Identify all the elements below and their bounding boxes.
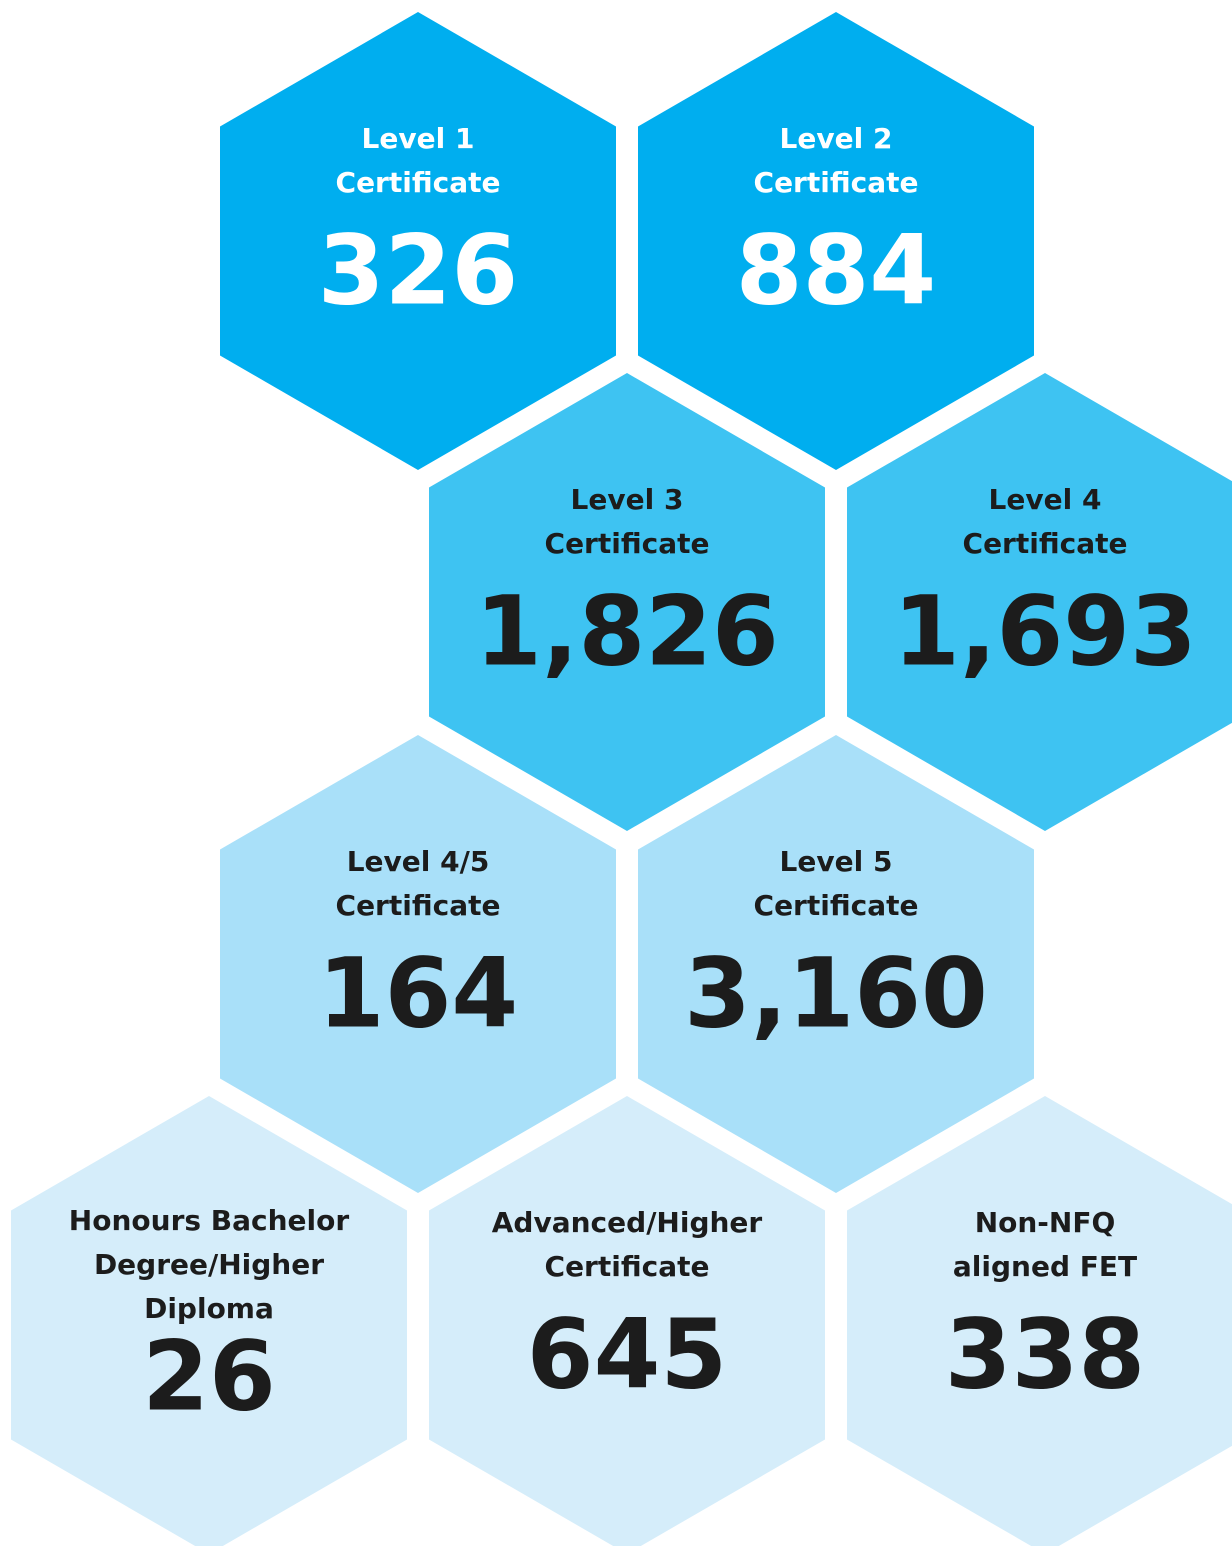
hexagon-label: aligned FET <box>953 1250 1137 1283</box>
hexagon-value: 1,826 <box>475 575 779 687</box>
hexagon <box>429 373 825 831</box>
hexagon-value: 645 <box>527 1298 727 1410</box>
hexagon-label: Certificate <box>545 527 710 560</box>
hexagon-label: Level 1 <box>362 122 475 155</box>
hexagon-value: 164 <box>318 937 518 1049</box>
hexagon-label: Advanced/Higher <box>492 1206 763 1239</box>
hexagon-label: Level 2 <box>780 122 893 155</box>
hexagon-label: Degree/Higher <box>94 1248 324 1281</box>
hexagon-label: Certificate <box>336 889 501 922</box>
hexagon-label: Level 4 <box>989 483 1102 516</box>
hexagon <box>429 1096 825 1546</box>
hexagon-label: Diploma <box>144 1292 274 1325</box>
hexagon <box>847 373 1232 831</box>
hexagon <box>638 735 1034 1193</box>
hexagon <box>11 1096 407 1546</box>
hexagon <box>220 12 616 470</box>
hexagon-label: Honours Bachelor <box>69 1204 350 1237</box>
hexagon-value: 26 <box>142 1320 276 1432</box>
hexagon <box>847 1096 1232 1546</box>
hexagon-label: Level 5 <box>780 845 893 878</box>
hexagon-label: Level 3 <box>571 483 684 516</box>
hexagon-label: Certificate <box>545 1250 710 1283</box>
hexagon-value: 1,693 <box>893 575 1197 687</box>
hexagon-value: 884 <box>736 214 936 326</box>
hexagon-label: Certificate <box>754 889 919 922</box>
hexagon-label: Non-NFQ <box>975 1206 1116 1239</box>
hexagon <box>638 12 1034 470</box>
hexagon <box>220 735 616 1193</box>
hexagon-label: Certificate <box>754 166 919 199</box>
hexagon-label: Level 4/5 <box>347 845 490 878</box>
hexagon-value: 3,160 <box>684 937 988 1049</box>
hexagon-value: 326 <box>318 214 518 326</box>
hexagon-label: Certificate <box>336 166 501 199</box>
hexagon-value: 338 <box>945 1298 1145 1410</box>
hexagon-label: Certificate <box>963 527 1128 560</box>
